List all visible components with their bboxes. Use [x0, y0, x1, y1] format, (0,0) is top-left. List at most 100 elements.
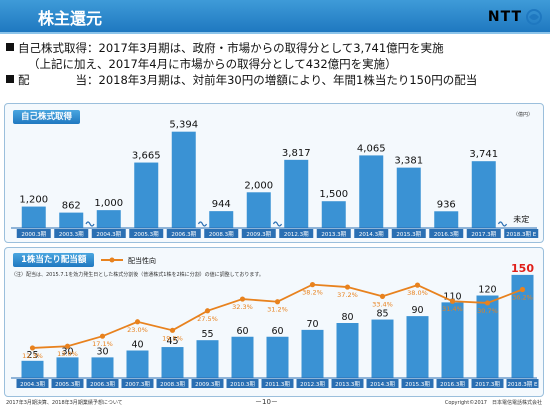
payout-ratio-point — [239, 296, 246, 302]
dividend-chart-title: 1株当たり配当額 — [13, 253, 95, 267]
bar-value-label: 25 — [26, 350, 38, 361]
payout-ratio-point — [344, 284, 351, 290]
payout-ratio-point — [64, 343, 71, 349]
payout-ratio-label: 33.4% — [372, 300, 393, 308]
bullet-dividend-text: 配 当：2018年3月期は、対前年30円の増額により、年間1株当たり150円の配… — [18, 73, 478, 87]
payout-ratio-label: 13.0% — [57, 350, 78, 358]
bullet-buyback-text: 自己株式取得：2017年3月期は、政府・市場からの取得分として3,741億円を実… — [18, 41, 444, 55]
bar-value-label: 110 — [443, 291, 461, 302]
bar — [91, 357, 114, 378]
bar-value-label: 70 — [306, 319, 318, 330]
tick-label-box — [429, 229, 464, 238]
x-tick-label: 2004.3期 — [20, 381, 45, 388]
square-bullet-icon — [6, 75, 14, 83]
x-tick-label: 2018.3期 E — [508, 381, 538, 388]
buyback-chart: （億円） 1,200 2000.3期 862 2003.3期 1,000 2004.3期 3,… — [11, 111, 539, 238]
axis-break-icon — [85, 221, 95, 227]
x-tick-label: 2005.3期 — [134, 231, 159, 238]
bar-value-label: 150 — [511, 262, 534, 275]
tick-label-box — [391, 229, 426, 238]
tick-label-box — [86, 379, 119, 388]
tick-label-box — [279, 229, 314, 238]
x-tick-label: 2009.3期 — [195, 381, 220, 388]
payout-ratio-point — [29, 345, 36, 351]
bar-value-label: 1,000 — [94, 198, 123, 209]
bar — [196, 340, 219, 378]
bar — [171, 131, 196, 228]
x-tick-label: 2006.3期 — [90, 381, 115, 388]
ntt-logo-icon — [526, 9, 542, 25]
bar — [359, 155, 384, 228]
x-tick-label: 2012.3期 — [284, 231, 309, 238]
tick-label-box — [16, 229, 51, 238]
tick-label-box — [331, 379, 364, 388]
axis-break-icon — [272, 221, 283, 227]
tick-label-box — [16, 379, 49, 388]
bar-value-label: 90 — [411, 305, 423, 316]
tick-label-box — [401, 379, 434, 388]
bar — [301, 329, 324, 378]
header-divider — [0, 32, 550, 34]
bar — [59, 212, 84, 228]
bar-value-label: 862 — [62, 201, 81, 212]
legend-label: 配当性向 — [128, 256, 156, 265]
tick-label-box — [204, 229, 239, 238]
x-tick-label: 2005.3期 — [55, 381, 80, 388]
bar — [96, 210, 121, 228]
payout-ratio-label: 37.2% — [337, 291, 358, 299]
x-tick-label: 2015.3期 — [405, 381, 430, 388]
bar-value-label: 1,500 — [319, 189, 348, 200]
tick-label-box — [166, 229, 201, 238]
payout-ratio-label: 19.5% — [162, 334, 183, 342]
x-tick-label: 2009.3期 — [246, 231, 271, 238]
tick-label-box — [466, 229, 501, 238]
x-tick-label: 2003.3期 — [59, 231, 84, 238]
bar-value-label: 936 — [437, 199, 456, 210]
dividend-chart: 配当性向 （注）配当は、2015.7.1を効力発生日とした株式分割後（普通株式1株… — [11, 256, 539, 388]
x-tick-label: 2011.3期 — [265, 381, 290, 388]
square-bullet-icon — [6, 43, 14, 51]
tick-label-box — [121, 379, 154, 388]
x-tick-label: 2010.3期 — [230, 381, 255, 388]
tick-label-box — [54, 229, 89, 238]
bar — [161, 347, 184, 378]
x-tick-label: 2004.3期 — [96, 231, 121, 238]
tick-label-box — [504, 229, 539, 238]
tick-label-box — [366, 379, 399, 388]
bar — [321, 201, 346, 228]
payout-ratio-label: 30.7% — [477, 307, 498, 315]
bullet-buyback: 自己株式取得：2017年3月期は、政府・市場からの取得分として3,741億円を実… — [6, 40, 444, 56]
header-bar: 株主還元 NTT — [0, 0, 550, 32]
bar-value-label: 40 — [131, 340, 143, 351]
bar — [511, 274, 534, 378]
tick-label-box — [354, 229, 389, 238]
x-tick-label: 2017.3期 — [475, 381, 500, 388]
logo-text: NTT — [487, 9, 522, 25]
bar-value-label: 5,394 — [169, 120, 198, 131]
bar — [434, 211, 459, 228]
x-tick-label: 2014.3期 — [370, 381, 395, 388]
payout-ratio-label: 32.3% — [232, 303, 253, 311]
bar — [471, 161, 496, 228]
bar-value-label: 3,817 — [282, 148, 311, 159]
bar — [266, 336, 289, 378]
tick-label-box — [241, 229, 276, 238]
payout-ratio-label: 27.5% — [197, 315, 218, 323]
bar — [126, 350, 149, 378]
payout-ratio-point — [169, 327, 176, 333]
payout-ratio-label: 36.2% — [512, 294, 533, 302]
payout-ratio-label: 38.0% — [407, 289, 428, 297]
payout-ratio-label: 31.4% — [442, 305, 463, 313]
payout-ratio-point — [414, 282, 421, 288]
x-tick-label: 2008.3期 — [209, 231, 234, 238]
bar-value-label: 未定 — [513, 214, 529, 224]
payout-ratio-point — [519, 286, 526, 293]
bar-value-label: 3,665 — [132, 151, 161, 162]
payout-ratio-point — [484, 300, 491, 306]
payout-ratio-point — [204, 308, 211, 314]
logo: NTT — [488, 9, 542, 25]
bar — [336, 323, 359, 378]
page-title: 株主還元 — [38, 9, 103, 28]
footer-left: 2017年3月期決算、2018年3月期業績予想について — [6, 400, 123, 406]
chart-note: （注）配当は、2015.7.1を効力発生日とした株式分割後（普通株式1株を2株に… — [11, 271, 264, 278]
